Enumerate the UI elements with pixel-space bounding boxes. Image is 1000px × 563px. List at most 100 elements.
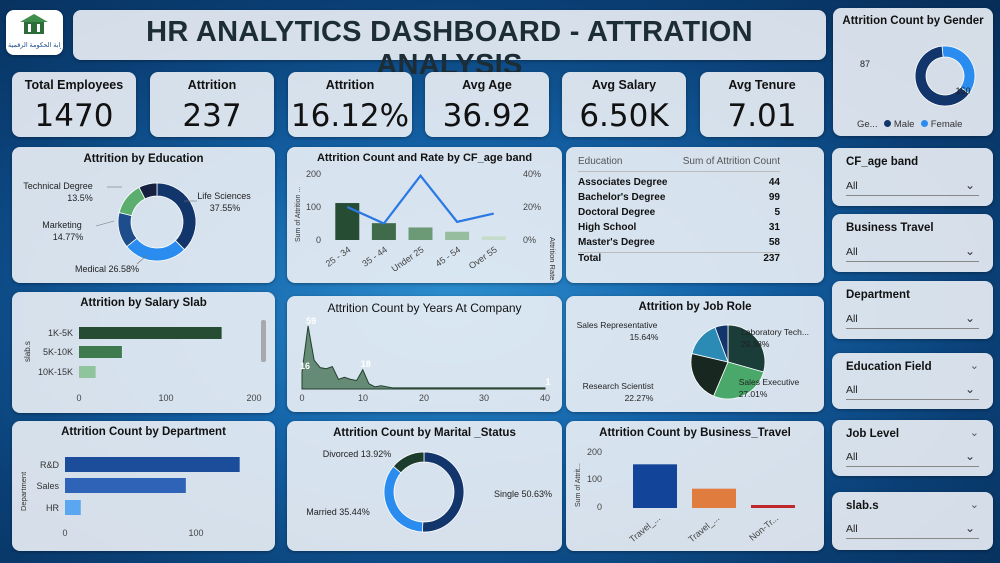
travel-chart-card[interactable]: Attrition Count by Business_Travel Sum o… <box>566 421 824 551</box>
slice-male <box>914 45 970 107</box>
table-row[interactable]: Master's Degree 58 <box>578 237 780 252</box>
kpi-attrition-count: Attrition 237 <box>150 72 274 137</box>
jobrole-chart-card[interactable]: Attrition by Job Role Sales Representati… <box>566 296 824 412</box>
slicer-dropdown[interactable]: All ⌄ <box>846 310 979 329</box>
education-chart-title: Attrition by Education <box>83 153 204 165</box>
marital-chart-card[interactable]: Attrition Count by Marital _Status Divor… <box>287 421 562 551</box>
table-row[interactable]: Doctoral Degree 5 <box>578 207 780 222</box>
slicer-dropdown[interactable]: All ⌄ <box>846 381 979 400</box>
gender-chart-card[interactable]: Attrition Count by Gender 87 150 Ge... M… <box>833 8 993 136</box>
chevron-down-icon[interactable]: ⌄ <box>964 382 975 396</box>
chevron-down-icon[interactable]: ⌄ <box>969 360 979 372</box>
kpi-label: Attrition <box>187 78 237 92</box>
table-row[interactable]: High School 31 <box>578 222 780 237</box>
slice-medical <box>126 237 186 262</box>
chevron-down-icon[interactable]: ⌄ <box>969 499 979 511</box>
bar <box>79 366 96 378</box>
education-chart-card[interactable]: Attrition by Education Technical Degree … <box>12 147 275 283</box>
slice-other <box>714 324 729 363</box>
edu-label-life-sciences: Life Sciences <box>197 191 251 201</box>
slicer-label: CF_age band <box>846 156 919 168</box>
y-tick: 0 <box>316 235 321 245</box>
chevron-down-icon[interactable]: ⌄ <box>964 178 975 192</box>
chevron-down-icon[interactable]: ⌄ <box>964 311 975 325</box>
x-tick: 20 <box>419 393 429 403</box>
x-tick: 40 <box>540 393 550 403</box>
cell-name: High School <box>578 222 637 233</box>
y-tick: 10K-15K <box>38 367 73 377</box>
kpi-value: 36.92 <box>442 98 532 134</box>
marital-donut: Divorced 13.92% Single 50.63% Married 35… <box>306 449 552 533</box>
cell-name: Doctoral Degree <box>578 207 656 218</box>
marital-label-single: Single 50.63% <box>494 489 552 499</box>
kpi-avg-tenure: Avg Tenure 7.01 <box>700 72 824 137</box>
bar <box>692 488 736 508</box>
slicer-age-band[interactable]: CF_age band All ⌄ <box>832 148 993 206</box>
chevron-down-icon[interactable]: ⌄ <box>964 521 975 535</box>
slicer-label: Education Field <box>846 361 932 373</box>
bar <box>371 223 396 240</box>
slicer-salary-slab[interactable]: slab.s ⌄ All ⌄ <box>832 492 993 550</box>
page-title: HR ANALYTICS DASHBOARD - ATTRATION ANALY… <box>146 16 753 81</box>
slicer-dropdown[interactable]: All ⌄ <box>846 448 979 467</box>
job-label-lab-tech-pct: 29.38% <box>741 339 770 349</box>
slicer-dropdown[interactable]: All ⌄ <box>846 177 979 196</box>
gender-chart-title: Attrition Count by Gender <box>842 15 984 27</box>
education-table-card[interactable]: Education Sum of Attrition Count Associa… <box>566 147 824 283</box>
years-chart-title: Attrition Count by Years At Company <box>327 301 522 315</box>
edu-label-marketing-pct: 14.77% <box>53 232 84 242</box>
job-label-sales-rep-pct: 15.64% <box>630 332 659 342</box>
x-tick: Non-Tr... <box>747 513 780 543</box>
edu-label-medical: Medical 26.58% <box>75 264 139 274</box>
kpi-label: Attrition <box>325 78 375 92</box>
y-tick: 100 <box>587 474 602 484</box>
edu-label-technical-pct: 13.5% <box>67 193 93 203</box>
table-row[interactable]: Bachelor's Degree 99 <box>578 192 780 207</box>
kpi-label: Avg Age <box>462 78 512 92</box>
table-row[interactable]: Associates Degree 44 <box>578 177 780 192</box>
col-header-education: Education <box>578 156 623 167</box>
dept-chart: Department R&D Sales HR 0 100 <box>19 457 240 538</box>
slicer-label: Job Level <box>846 428 900 440</box>
dept-ylabel: Department <box>19 471 28 511</box>
years-chart-card[interactable]: Attrition Count by Years At Company 16 59… <box>287 296 562 412</box>
slicer-job-level[interactable]: Job Level ⌄ All ⌄ <box>832 420 993 476</box>
chevron-down-icon[interactable]: ⌄ <box>969 427 979 439</box>
data-label: 18 <box>361 359 371 369</box>
job-label-research-pct: 22.27% <box>625 393 654 403</box>
y2-tick: 40% <box>523 169 541 179</box>
age-band-chart: Sum of Attrition ... Attrition Rate T 20… <box>295 169 557 283</box>
slicer-department[interactable]: Department All ⌄ <box>832 281 993 339</box>
slice-lab-tech <box>727 324 766 373</box>
legend-title: Ge... <box>857 119 878 130</box>
bar <box>79 327 222 339</box>
job-label-sales-rep: Sales Representative <box>577 320 658 330</box>
slicer-business-travel[interactable]: Business Travel All ⌄ <box>832 214 993 272</box>
gender-donut: 87 150 <box>860 45 976 107</box>
y-tick: 1K-5K <box>48 328 73 338</box>
x-tick: 100 <box>158 393 173 403</box>
cell-value: 5 <box>774 207 780 218</box>
slice-life-sciences <box>156 182 197 251</box>
x-tick: 10 <box>358 393 368 403</box>
legend-item-female: Female <box>930 119 963 130</box>
slice-research <box>690 353 729 397</box>
kpi-value: 7.01 <box>727 98 797 134</box>
x-tick: 0 <box>76 393 81 403</box>
age-band-chart-card[interactable]: Attrition Count and Rate by CF_age band … <box>287 147 562 283</box>
slicer-dropdown[interactable]: All ⌄ <box>846 520 979 539</box>
slicer-dropdown[interactable]: All ⌄ <box>846 243 979 262</box>
chevron-down-icon[interactable]: ⌄ <box>964 449 975 463</box>
dept-chart-card[interactable]: Attrition Count by Department Department… <box>12 421 275 551</box>
age-band-chart-title: Attrition Count and Rate by CF_age band <box>316 152 533 164</box>
kpi-value: 6.50K <box>579 98 669 134</box>
edu-table-header: Education Sum of Attrition Count <box>578 156 780 172</box>
marital-label-married: Married 35.44% <box>306 507 370 517</box>
slicer-education-field[interactable]: Education Field ⌄ All ⌄ <box>832 353 993 409</box>
salary-chart-card[interactable]: Attrition by Salary Slab slab.s 1K-5K 5K-… <box>12 292 275 413</box>
y-tick: 200 <box>587 447 602 457</box>
jobrole-pie: Sales Representative 15.64% Laboratory T… <box>577 320 809 403</box>
chevron-down-icon[interactable]: ⌄ <box>964 244 975 258</box>
title-card: HR ANALYTICS DASHBOARD - ATTRATION ANALY… <box>73 10 826 81</box>
y-tick: HR <box>46 503 59 513</box>
